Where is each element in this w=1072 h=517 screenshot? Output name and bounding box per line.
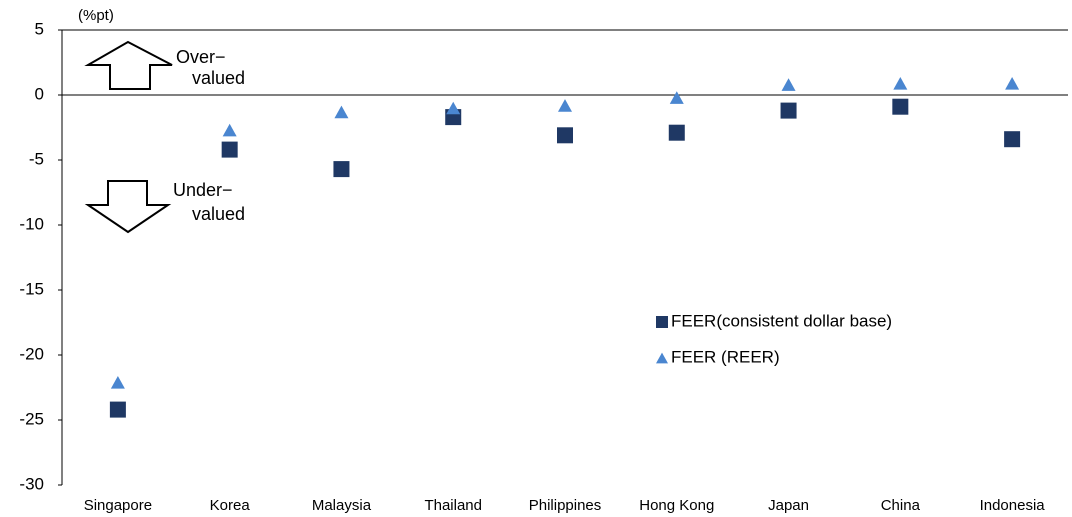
legend-label: FEER(consistent dollar base) xyxy=(671,311,892,330)
x-tick-label: Singapore xyxy=(84,497,152,514)
square-marker xyxy=(668,124,685,141)
y-tick-label: 0 xyxy=(35,84,44,103)
y-tick-label: 5 xyxy=(35,19,44,38)
triangle-marker xyxy=(781,78,796,91)
down-arrow xyxy=(84,180,172,234)
triangle-marker xyxy=(446,101,461,115)
y-tick-label: -20 xyxy=(19,344,44,363)
square-marker xyxy=(333,161,350,178)
triangle-marker xyxy=(1005,77,1020,90)
annotation: valued xyxy=(192,204,245,224)
triangle-marker xyxy=(669,91,684,104)
triangle-marker xyxy=(893,77,908,90)
square-marker xyxy=(656,316,668,328)
y-tick-label: -5 xyxy=(29,149,44,168)
square-marker xyxy=(1004,131,1021,148)
y-tick-label: -15 xyxy=(19,279,44,298)
triangle-marker xyxy=(334,105,349,119)
square-marker xyxy=(892,98,909,115)
triangle-marker xyxy=(656,352,668,364)
annotation: valued xyxy=(192,68,245,88)
up-arrow xyxy=(84,40,173,90)
y-axis-label: (%pt) xyxy=(78,7,114,24)
x-tick-label: Philippines xyxy=(529,497,602,514)
x-tick-label: Korea xyxy=(210,497,251,514)
triangle-marker xyxy=(222,123,237,137)
x-tick-label: China xyxy=(881,497,921,514)
x-tick-label: Hong Kong xyxy=(639,497,714,514)
y-tick-label: -25 xyxy=(19,409,44,428)
square-marker xyxy=(780,102,797,119)
y-tick-label: -10 xyxy=(19,214,44,233)
square-marker xyxy=(221,141,238,158)
y-tick-label: -30 xyxy=(19,474,44,493)
x-tick-label: Malaysia xyxy=(312,497,372,514)
triangle-marker xyxy=(558,99,572,112)
x-tick-label: Indonesia xyxy=(980,497,1046,514)
square-marker xyxy=(109,401,126,418)
triangle-marker xyxy=(110,376,125,389)
annotation: Under− xyxy=(173,180,233,200)
square-marker xyxy=(557,127,573,144)
x-tick-label: Thailand xyxy=(424,497,482,514)
annotation: Over− xyxy=(176,47,226,67)
legend-label: FEER (REER) xyxy=(671,347,780,366)
x-tick-label: Japan xyxy=(768,497,809,514)
